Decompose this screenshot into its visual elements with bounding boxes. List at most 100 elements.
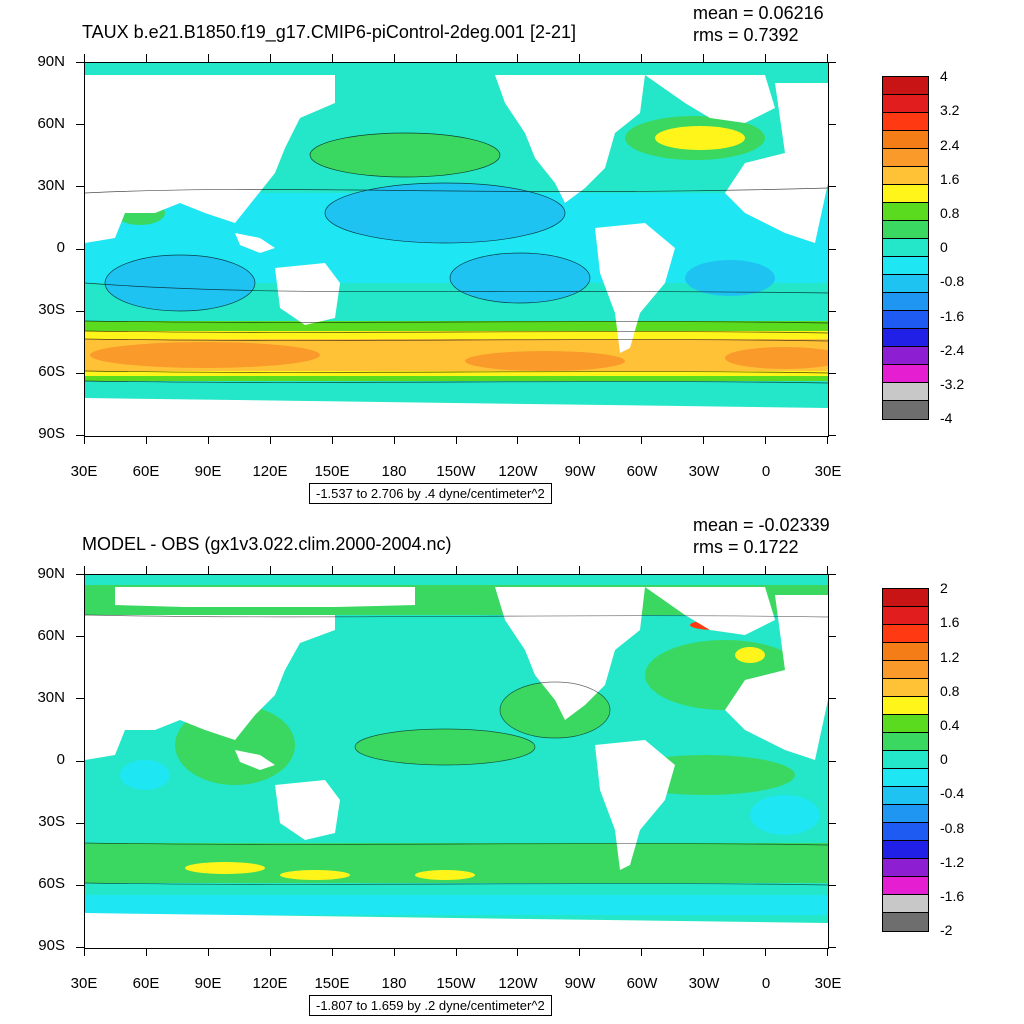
- lat-label: 60S: [38, 875, 65, 892]
- lat-label: 0: [56, 751, 65, 768]
- y-tick: [76, 947, 84, 948]
- x-tick: [331, 948, 333, 956]
- x-tick: [517, 436, 519, 444]
- y-tick: [828, 124, 836, 126]
- x-tick: [393, 948, 395, 956]
- lat-label: 90N: [37, 565, 65, 582]
- taux-panel: TAUX b.e21.B1850.f19_g17.CMIP6-piControl…: [37, 3, 965, 504]
- colorbar-label: 2: [940, 580, 948, 596]
- x-tick: [579, 948, 581, 956]
- y-tick: [828, 310, 836, 312]
- colorbar-label: -1.2: [940, 854, 965, 870]
- colorbar-box: [883, 257, 928, 275]
- colorbar-box: [883, 643, 928, 661]
- x-tick: [207, 436, 209, 444]
- colorbar-box: [883, 185, 928, 203]
- colorbar-box: [883, 149, 928, 167]
- x-tick: [703, 436, 705, 444]
- rms-value: rms = 0.7392: [693, 25, 799, 45]
- x-tick: [393, 566, 395, 574]
- x-tick: [145, 54, 147, 62]
- y-tick: [828, 435, 836, 436]
- y-tick: [76, 62, 84, 63]
- y-tick: [828, 947, 836, 948]
- y-tick: [76, 698, 84, 700]
- x-tick: [765, 948, 767, 956]
- x-tick: [84, 948, 85, 956]
- colorbar-box: [883, 841, 928, 859]
- x-tick: [269, 436, 271, 444]
- x-tick: [703, 566, 705, 574]
- x-tick: [207, 948, 209, 956]
- taux-field: [85, 63, 828, 436]
- colorbar-label: 0: [940, 751, 948, 767]
- y-tick: [76, 435, 84, 436]
- lon-label: 60E: [132, 975, 160, 992]
- colorbar-box: [883, 347, 928, 365]
- y-tick: [828, 186, 836, 188]
- colorbar-label: 1.2: [940, 649, 960, 665]
- colorbar-box: [883, 329, 928, 347]
- lat-label: 90N: [37, 53, 65, 70]
- lon-label: 30E: [814, 463, 842, 480]
- lat-label: 30S: [38, 301, 65, 318]
- x-tick: [455, 566, 457, 574]
- x-tick: [331, 436, 333, 444]
- x-tick: [145, 436, 147, 444]
- lon-label: 150E: [314, 463, 350, 480]
- x-tick: [269, 948, 271, 956]
- x-tick: [207, 54, 209, 62]
- x-tick: [393, 54, 395, 62]
- colorbar-box: [883, 715, 928, 733]
- lon-label: 90W: [564, 463, 596, 480]
- colorbar: [882, 76, 929, 420]
- y-tick: [828, 248, 836, 250]
- lon-label: 120W: [498, 975, 538, 992]
- colorbar-box: [883, 221, 928, 239]
- colorbar-box: [883, 275, 928, 293]
- lat-label: 60N: [37, 627, 65, 644]
- x-tick: [517, 54, 519, 62]
- colorbar-box: [883, 239, 928, 257]
- y-tick: [76, 310, 84, 312]
- x-tick: [579, 436, 581, 444]
- y-tick: [76, 186, 84, 188]
- x-tick: [703, 54, 705, 62]
- x-tick: [641, 436, 643, 444]
- y-tick: [828, 636, 836, 638]
- rms-value: rms = 0.1722: [693, 537, 799, 557]
- panel-title: TAUX b.e21.B1850.f19_g17.CMIP6-piControl…: [82, 22, 576, 42]
- lat-label: 30N: [37, 177, 65, 194]
- x-tick: [517, 566, 519, 574]
- colorbar-box: [883, 805, 928, 823]
- colorbar-box: [883, 751, 928, 769]
- y-tick: [828, 822, 836, 824]
- x-tick: [641, 948, 643, 956]
- colorbar-box: [883, 661, 928, 679]
- stats-block: mean = -0.02339 rms = 0.1722: [693, 514, 830, 558]
- map-area: [84, 574, 829, 949]
- lon-label: 150W: [436, 975, 476, 992]
- colorbar-label: -4: [940, 410, 953, 426]
- lon-label: 120E: [252, 463, 288, 480]
- x-tick: [827, 54, 828, 62]
- colorbar-label: 3.2: [940, 102, 960, 118]
- lon-label: 150E: [314, 975, 350, 992]
- colorbar-box: [883, 203, 928, 221]
- lat-label: 30S: [38, 813, 65, 830]
- y-tick: [828, 884, 836, 886]
- y-tick: [76, 574, 84, 575]
- colorbar-label: 1.6: [940, 171, 960, 187]
- x-tick: [641, 54, 643, 62]
- y-tick: [76, 884, 84, 886]
- x-tick: [765, 54, 767, 62]
- mean-value: mean = -0.02339: [693, 515, 830, 535]
- colorbar: [882, 588, 929, 932]
- x-tick: [827, 948, 828, 956]
- lon-label: 90E: [194, 463, 222, 480]
- colorbar-box: [883, 167, 928, 185]
- lon-label: 150W: [436, 463, 476, 480]
- x-tick: [641, 566, 643, 574]
- colorbar-box: [883, 679, 928, 697]
- colorbar-label: -2.4: [940, 342, 965, 358]
